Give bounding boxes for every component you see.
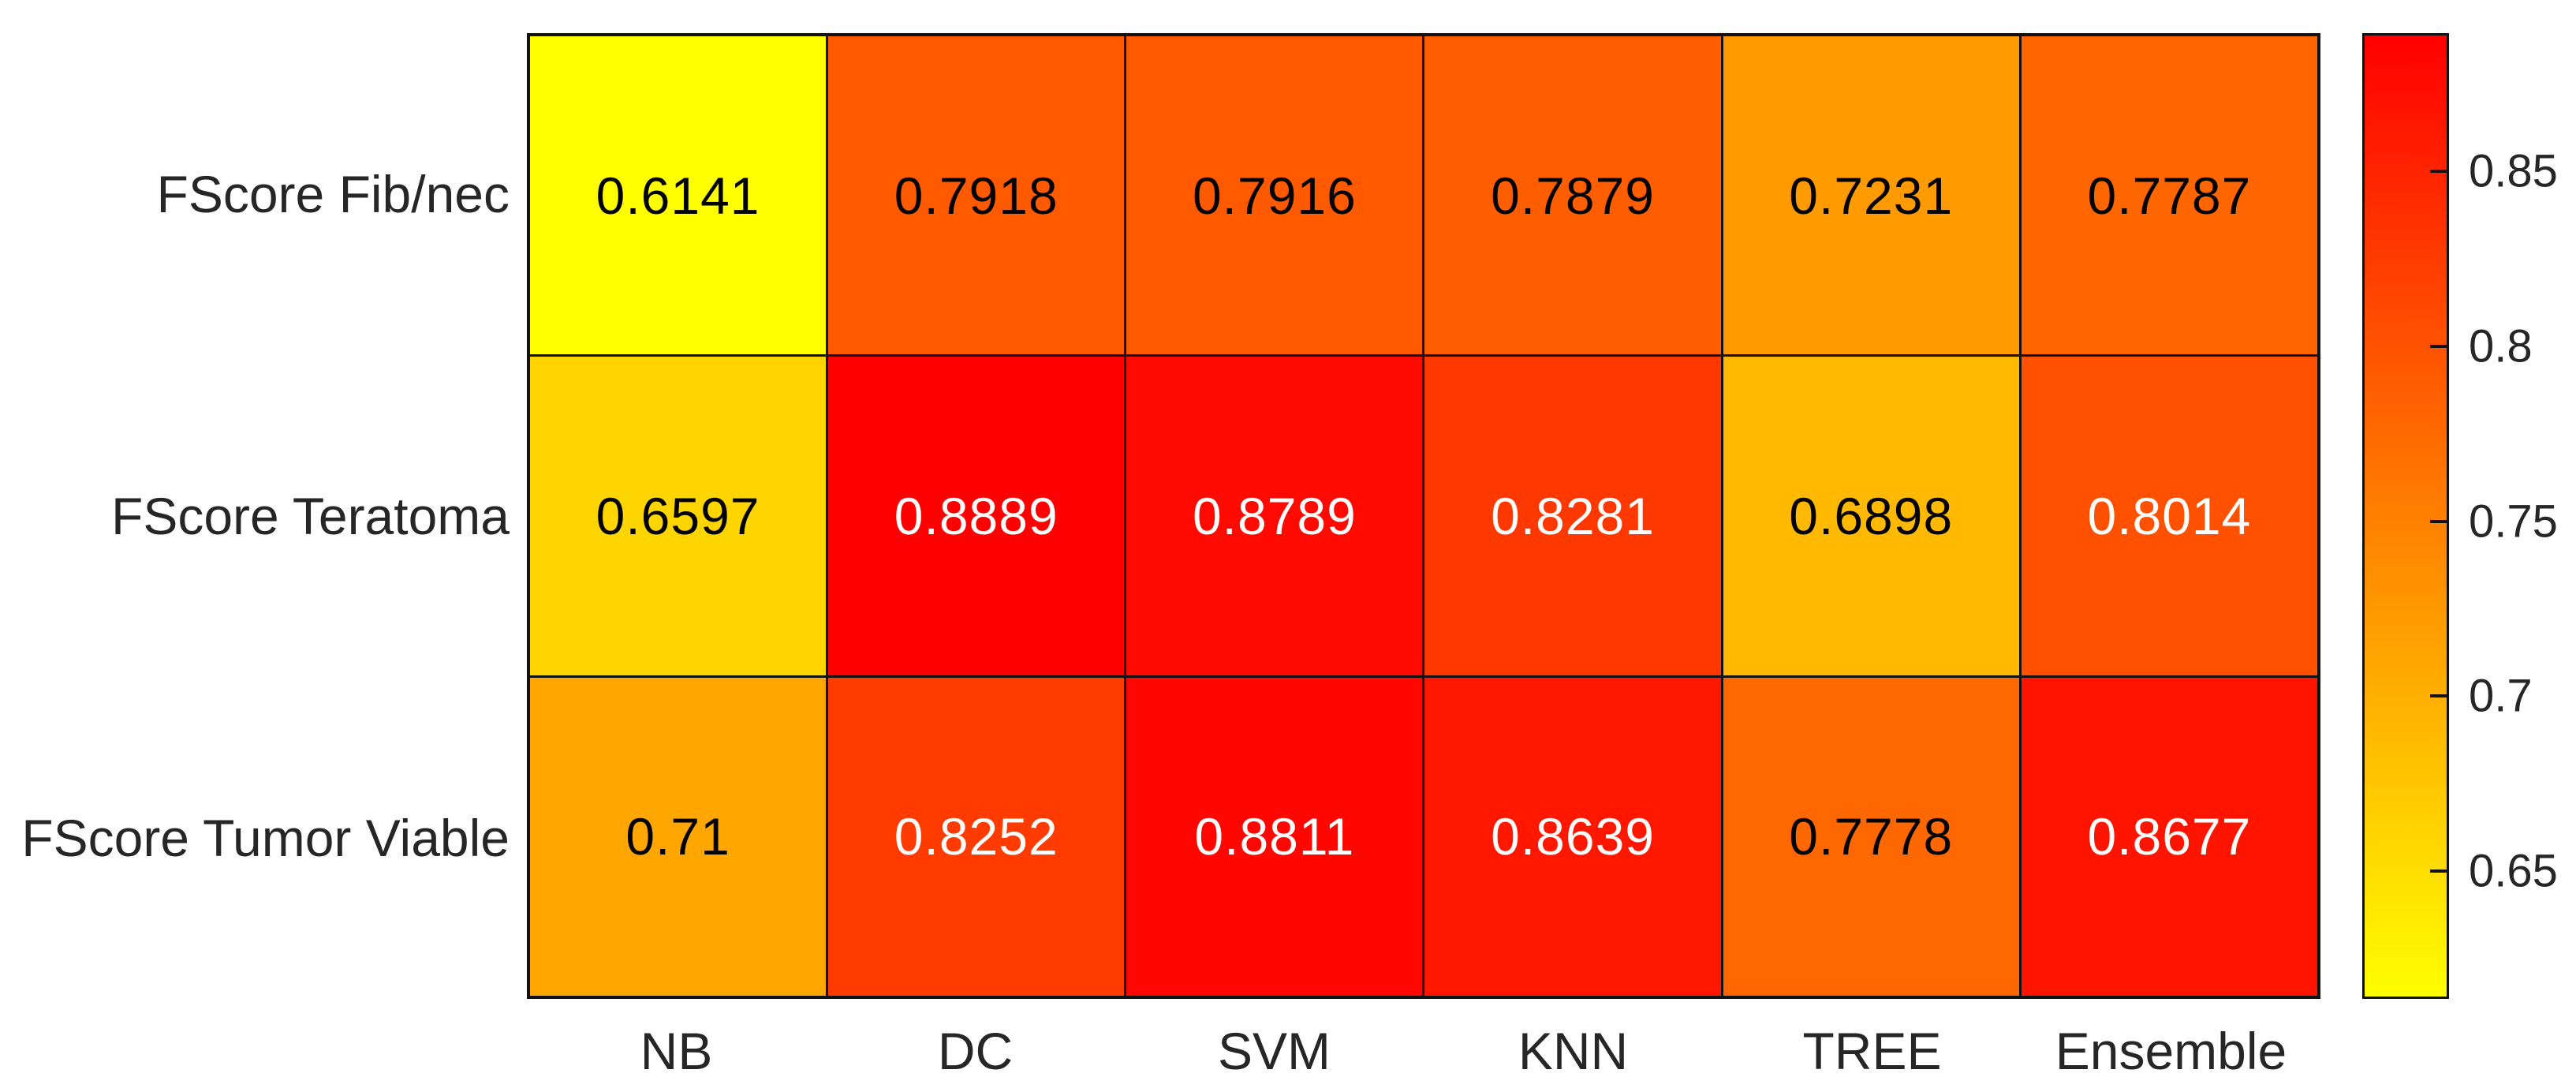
heatmap-cell-r0-c5: 0.7787 — [2021, 36, 2317, 355]
col-label-4: TREE — [1802, 1022, 1942, 1080]
cell-value: 0.7787 — [2087, 166, 2252, 225]
heatmap-cell-r0-c4: 0.7231 — [1723, 36, 2019, 355]
colorbar-tick-1 — [2430, 345, 2447, 349]
colorbar-tick-0 — [2430, 170, 2447, 174]
cell-value: 0.6898 — [1789, 486, 1954, 545]
heatmap-cell-r0-c2: 0.7916 — [1126, 36, 1423, 355]
col-label-5: Ensemble — [2055, 1022, 2287, 1080]
col-label-2: SVM — [1217, 1022, 1331, 1080]
cell-value: 0.7778 — [1789, 807, 1954, 866]
cell-value: 0.8677 — [2087, 807, 2252, 866]
cell-value: 0.7916 — [1192, 166, 1357, 225]
col-label-1: DC — [937, 1022, 1014, 1080]
heatmap-cell-r0-c1: 0.7918 — [828, 36, 1125, 355]
colorbar — [2362, 33, 2449, 999]
heatmap-cell-r2-c3: 0.8639 — [1424, 677, 1721, 996]
cell-value: 0.8889 — [894, 486, 1058, 545]
colorbar-tick-3 — [2430, 694, 2447, 698]
heatmap-cell-r1-c3: 0.8281 — [1424, 357, 1721, 675]
cell-value: 0.71 — [625, 807, 730, 866]
heatmap-cell-r1-c4: 0.6898 — [1723, 357, 2019, 675]
heatmap-cell-r2-c1: 0.8252 — [828, 677, 1125, 996]
cell-value: 0.8811 — [1194, 807, 1355, 866]
cell-value: 0.7231 — [1789, 166, 1954, 225]
heatmap-grid: 0.6141 0.7918 0.7916 0.7879 0.7231 0.7787 0.65… — [527, 33, 2320, 999]
heatmap-cell-r1-c1: 0.8889 — [828, 357, 1125, 675]
col-label-0: NB — [640, 1022, 713, 1080]
colorbar-tick-label-1: 0.8 — [2469, 320, 2533, 372]
colorbar-tick-label-0: 0.85 — [2469, 145, 2558, 197]
row-label-2: FScore Tumor Viable — [21, 809, 510, 867]
heatmap-cell-r1-c5: 0.8014 — [2021, 357, 2317, 675]
row-label-0: FScore Fib/nec — [156, 165, 510, 223]
col-label-3: KNN — [1518, 1022, 1629, 1080]
cell-value: 0.8252 — [894, 807, 1058, 866]
heatmap-cell-r0-c3: 0.7879 — [1424, 36, 1721, 355]
cell-value: 0.8014 — [2087, 486, 2252, 545]
heatmap-cell-r2-c4: 0.7778 — [1723, 677, 2019, 996]
heatmap-cell-r1-c2: 0.8789 — [1126, 357, 1423, 675]
colorbar-tick-label-2: 0.75 — [2469, 496, 2558, 548]
heatmap-cell-r1-c0: 0.6597 — [530, 357, 827, 675]
row-label-1: FScore Teratoma — [111, 487, 510, 545]
heatmap-cell-r2-c5: 0.8677 — [2021, 677, 2317, 996]
heatmap-cell-r0-c0: 0.6141 — [530, 36, 827, 355]
colorbar-tick-2 — [2430, 519, 2447, 523]
colorbar-tick-label-3: 0.7 — [2469, 670, 2533, 722]
cell-value: 0.7918 — [894, 166, 1058, 225]
colorbar-tick-label-4: 0.65 — [2469, 845, 2558, 897]
cell-value: 0.8789 — [1192, 486, 1357, 545]
cell-value: 0.6597 — [595, 486, 760, 545]
colorbar-tick-4 — [2430, 869, 2447, 873]
cell-value: 0.6141 — [595, 166, 760, 225]
cell-value: 0.7879 — [1491, 166, 1655, 225]
cell-value: 0.8281 — [1491, 486, 1655, 545]
cell-value: 0.8639 — [1491, 807, 1655, 866]
heatmap-cell-r2-c0: 0.71 — [530, 677, 827, 996]
heatmap-cell-r2-c2: 0.8811 — [1126, 677, 1423, 996]
